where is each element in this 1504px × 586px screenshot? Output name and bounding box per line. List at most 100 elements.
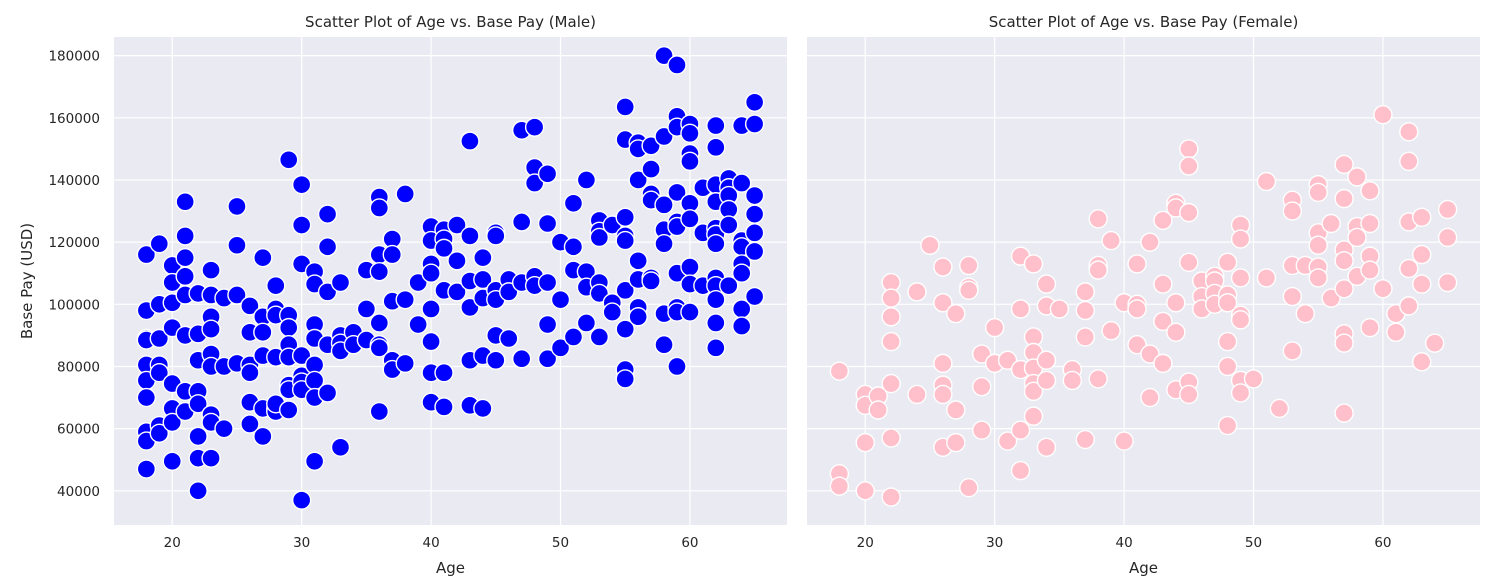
data-point	[706, 115, 726, 136]
male-chart-title: Scatter Plot of Age vs. Base Pay (Male)	[305, 13, 596, 31]
data-point	[175, 266, 195, 287]
data-point	[1023, 254, 1044, 274]
data-point	[291, 345, 312, 366]
data-point	[1140, 232, 1160, 252]
data-point	[1399, 122, 1419, 142]
x-tick-label: 20	[164, 535, 181, 551]
data-point	[1179, 252, 1199, 273]
data-point	[1282, 201, 1303, 221]
data-point	[1399, 258, 1419, 279]
data-point	[317, 204, 338, 224]
data-point	[1153, 311, 1173, 332]
data-point	[1360, 213, 1380, 234]
data-point	[719, 215, 739, 235]
data-point	[1437, 227, 1458, 248]
data-point	[997, 431, 1018, 451]
data-point	[421, 263, 441, 283]
data-point	[537, 213, 558, 234]
data-point	[615, 369, 635, 389]
data-point	[227, 285, 247, 305]
y-tick-label: 120000	[48, 235, 100, 251]
data-point	[744, 204, 765, 224]
data-point	[1334, 251, 1354, 271]
data-point	[421, 299, 441, 319]
data-point	[1308, 182, 1328, 203]
data-point	[1036, 274, 1057, 294]
y-tick-label: 160000	[48, 111, 100, 127]
x-tick-label: 60	[681, 535, 698, 551]
data-point	[524, 173, 545, 193]
data-point	[369, 313, 390, 333]
data-point	[563, 237, 584, 257]
x-tick-label: 60	[1374, 535, 1391, 551]
female-chart-title: Scatter Plot of Age vs. Base Pay (Female…	[989, 13, 1299, 31]
data-point	[1023, 381, 1044, 402]
data-point	[266, 275, 286, 296]
data-point	[149, 362, 169, 383]
data-point	[1153, 210, 1173, 231]
data-point	[654, 335, 674, 355]
data-point	[1010, 460, 1031, 481]
data-point	[460, 131, 480, 151]
data-point	[1075, 282, 1095, 302]
x-tick-label: 40	[1115, 535, 1132, 551]
data-point	[149, 423, 169, 444]
y-tick-label: 60000	[57, 422, 100, 438]
data-point	[881, 428, 901, 448]
data-point	[654, 234, 674, 254]
data-point	[369, 261, 390, 282]
data-point	[279, 400, 299, 420]
data-point	[868, 400, 888, 420]
data-point	[1334, 403, 1354, 423]
data-point	[253, 247, 273, 268]
data-point	[1360, 317, 1380, 338]
data-point	[855, 481, 875, 501]
data-point	[1269, 398, 1290, 419]
data-point	[641, 159, 661, 179]
data-point	[946, 400, 966, 420]
x-tick-label: 50	[1245, 535, 1262, 551]
data-point	[408, 314, 428, 335]
data-point	[881, 288, 901, 308]
data-point	[1088, 260, 1108, 280]
data-point	[1153, 274, 1173, 294]
data-point	[486, 226, 506, 246]
male-x-axis-label: Age	[436, 559, 465, 577]
data-point	[1308, 235, 1328, 255]
data-point	[959, 255, 979, 276]
data-point	[227, 196, 247, 217]
data-point	[460, 297, 480, 318]
data-point	[744, 241, 765, 262]
data-point	[369, 401, 390, 422]
data-point	[933, 384, 953, 405]
data-point	[1140, 387, 1160, 408]
data-point	[499, 328, 519, 349]
female-x-tick-labels: 20 30 40 50 60	[857, 535, 1392, 551]
data-point	[615, 207, 635, 227]
data-point	[933, 257, 953, 277]
data-point	[829, 476, 850, 496]
data-point	[330, 437, 351, 457]
data-point	[615, 230, 635, 251]
data-point	[511, 349, 532, 369]
data-point	[641, 136, 661, 156]
data-point	[907, 282, 927, 302]
data-point	[744, 185, 765, 206]
data-point	[408, 272, 428, 293]
data-point	[330, 272, 351, 293]
data-point	[1088, 369, 1108, 389]
data-point	[972, 420, 992, 440]
data-point	[615, 280, 635, 301]
data-point	[1412, 207, 1432, 227]
data-point	[1075, 429, 1095, 450]
data-point	[1153, 353, 1173, 374]
data-point	[175, 226, 195, 246]
data-point	[1386, 322, 1406, 342]
data-point	[447, 251, 467, 271]
data-point	[201, 319, 221, 339]
data-point	[615, 319, 635, 339]
data-point	[1140, 344, 1160, 364]
data-point	[1321, 288, 1341, 308]
data-point	[1010, 420, 1031, 440]
